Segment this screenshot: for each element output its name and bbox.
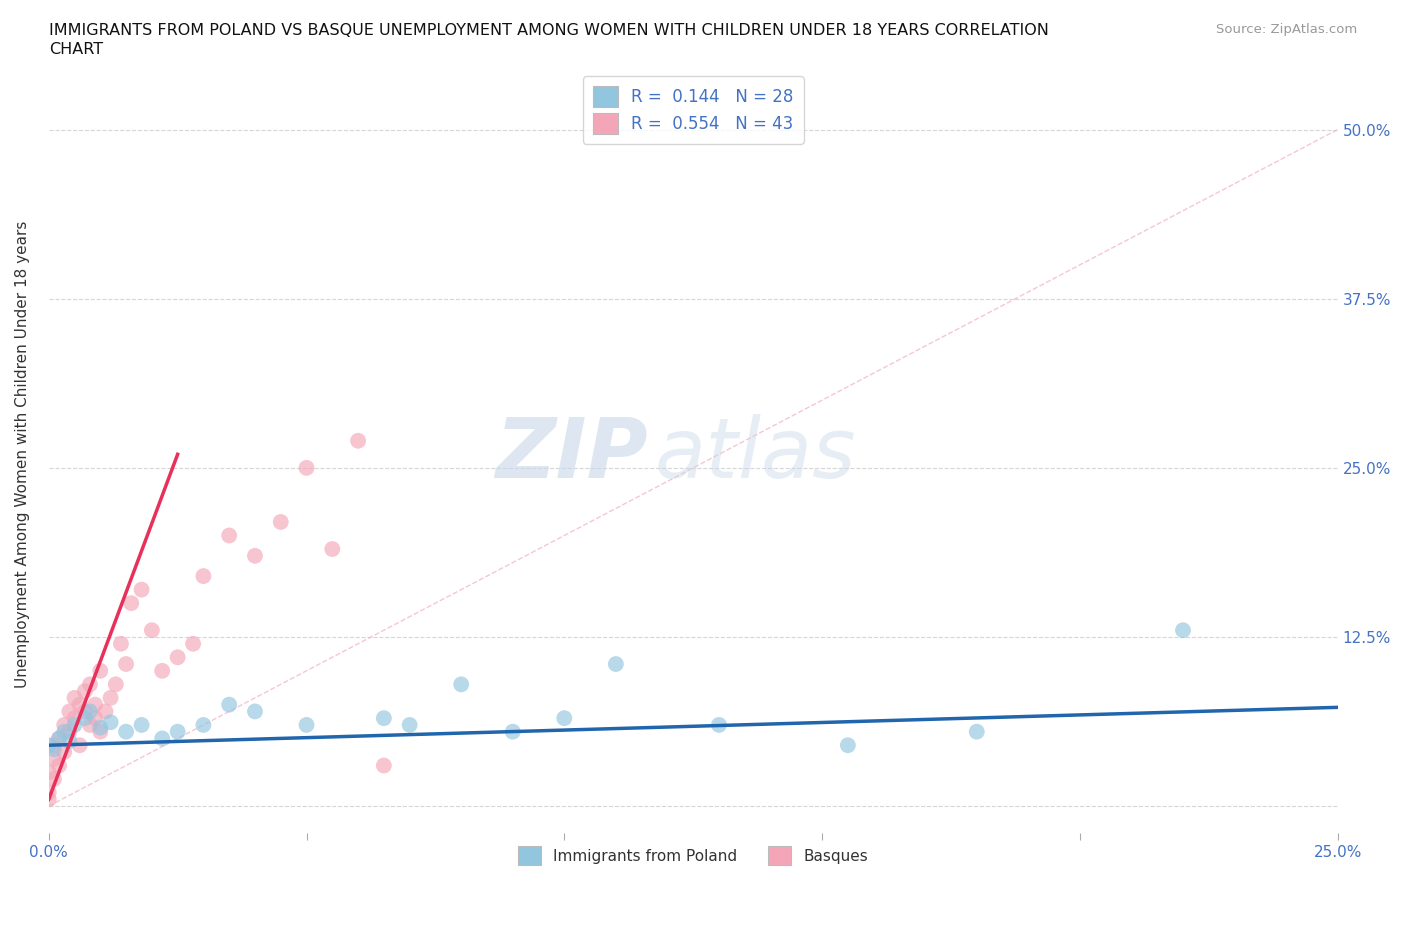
Point: [966, 724, 988, 739]
Point: [104, 677, 127, 692]
Point: [89, 663, 111, 678]
Point: [42, 751, 65, 766]
Point: [120, 596, 142, 611]
Point: [150, 731, 173, 746]
Text: ZIP: ZIP: [495, 414, 648, 495]
Point: [150, 663, 173, 678]
Point: [321, 541, 343, 556]
Point: [58, 724, 80, 739]
Point: [38, 792, 60, 807]
Point: [89, 724, 111, 739]
Point: [100, 715, 122, 730]
Point: [166, 650, 188, 665]
Point: [53, 724, 76, 739]
Point: [73, 711, 96, 725]
Point: [58, 734, 80, 749]
Point: [373, 711, 395, 725]
Y-axis label: Unemployment Among Women with Children Under 18 years: Unemployment Among Women with Children U…: [15, 220, 30, 688]
Text: IMMIGRANTS FROM POLAND VS BASQUE UNEMPLOYMENT AMONG WOMEN WITH CHILDREN UNDER 18: IMMIGRANTS FROM POLAND VS BASQUE UNEMPLO…: [49, 23, 1049, 38]
Point: [450, 677, 472, 692]
Point: [837, 737, 859, 752]
Point: [42, 742, 65, 757]
Point: [1171, 623, 1194, 638]
Point: [63, 717, 86, 732]
Point: [73, 704, 96, 719]
Point: [48, 731, 70, 746]
Point: [373, 758, 395, 773]
Text: atlas: atlas: [655, 414, 856, 495]
Point: [115, 657, 138, 671]
Point: [94, 704, 117, 719]
Point: [110, 636, 132, 651]
Text: CHART: CHART: [49, 42, 103, 57]
Point: [166, 724, 188, 739]
Point: [502, 724, 524, 739]
Point: [73, 684, 96, 698]
Point: [38, 785, 60, 800]
Point: [193, 717, 215, 732]
Point: [141, 623, 163, 638]
Point: [218, 698, 240, 712]
Point: [243, 704, 266, 719]
Point: [270, 514, 292, 529]
Point: [63, 711, 86, 725]
Point: [193, 568, 215, 583]
Point: [84, 711, 107, 725]
Point: [100, 690, 122, 705]
Point: [48, 731, 70, 746]
Point: [295, 460, 318, 475]
Point: [131, 582, 153, 597]
Point: [347, 433, 370, 448]
Point: [295, 717, 318, 732]
Point: [38, 764, 60, 779]
Point: [181, 636, 204, 651]
Point: [79, 717, 101, 732]
Point: [79, 677, 101, 692]
Point: [53, 745, 76, 760]
Point: [218, 528, 240, 543]
Point: [79, 704, 101, 719]
Point: [38, 737, 60, 752]
Point: [48, 758, 70, 773]
Point: [69, 737, 91, 752]
Point: [115, 724, 138, 739]
Point: [605, 657, 627, 671]
Point: [553, 711, 575, 725]
Point: [243, 549, 266, 564]
Point: [89, 720, 111, 735]
Legend: Immigrants from Poland, Basques: Immigrants from Poland, Basques: [512, 840, 875, 871]
Point: [58, 704, 80, 719]
Point: [42, 737, 65, 752]
Point: [707, 717, 730, 732]
Point: [69, 698, 91, 712]
Point: [84, 698, 107, 712]
Point: [398, 717, 420, 732]
Point: [131, 717, 153, 732]
Point: [42, 772, 65, 787]
Point: [63, 690, 86, 705]
Text: Source: ZipAtlas.com: Source: ZipAtlas.com: [1216, 23, 1357, 36]
Point: [53, 717, 76, 732]
